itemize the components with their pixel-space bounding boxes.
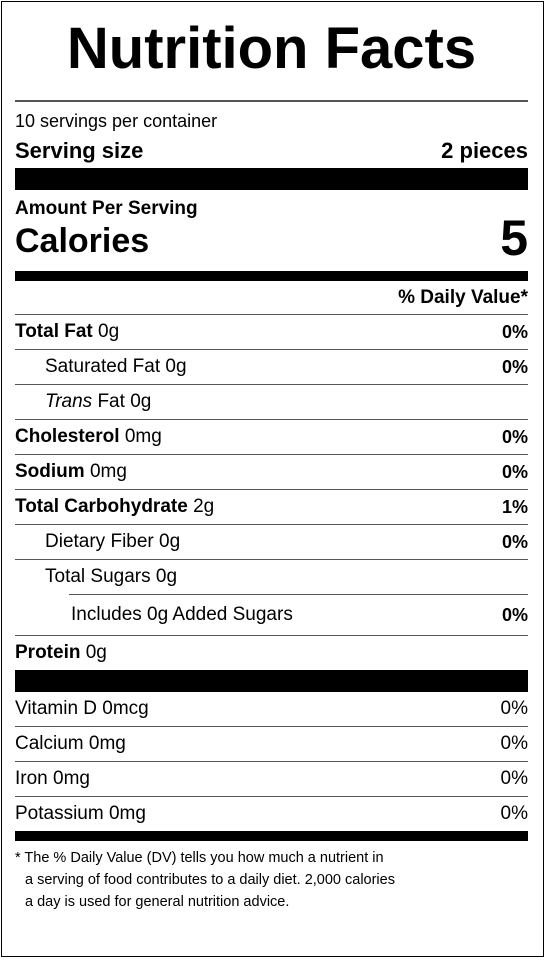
nutrient-dv: 0% — [501, 321, 528, 342]
vitamin-name: Iron 0mg — [15, 768, 90, 789]
nutrient-row-dietary-fiber: Dietary Fiber 0g 0% — [15, 524, 528, 559]
nutrient-row-protein: Protein 0g — [15, 635, 528, 670]
medium-divider — [15, 831, 528, 841]
servings-per-container: 10 servings per container — [15, 111, 218, 131]
nutrient-amount: 0g — [130, 391, 152, 412]
nutrient-name-italic: Trans — [45, 391, 93, 412]
calories-label: Calories — [15, 222, 150, 260]
nutrient-amount: 0g — [165, 356, 187, 377]
medium-divider — [15, 271, 528, 281]
nutrient-name: Sodium — [15, 461, 85, 482]
calories-value: 5 — [500, 210, 528, 266]
serving-size-value: 2 pieces — [441, 137, 528, 163]
vitamin-dv: 0% — [500, 803, 528, 824]
nutrient-row-total-carbohydrate: Total Carbohydrate 2g 1% — [15, 489, 528, 524]
label-title: Nutrition Facts — [66, 16, 477, 81]
amount-per-serving: Amount Per Serving — [15, 198, 198, 219]
nutrient-amount: 0g — [85, 642, 107, 663]
vitamin-name: Calcium 0mg — [15, 733, 126, 754]
thick-divider — [15, 168, 528, 190]
nutrient-dv: 0% — [501, 356, 528, 377]
vitamin-dv: 0% — [500, 698, 528, 719]
calories-row: Calories 5 — [15, 210, 528, 271]
nutrient-dv: 0% — [501, 426, 528, 447]
nutrient-dv: 1% — [501, 496, 528, 517]
nutrient-row-total-sugars: Total Sugars 0g — [15, 559, 528, 594]
daily-value-header: % Daily Value* — [398, 287, 528, 308]
vitamin-dv: 0% — [500, 733, 528, 754]
footnote: * The % Daily Value (DV) tells you how m… — [15, 841, 528, 913]
footnote-line: a day is used for general nutrition advi… — [25, 894, 290, 910]
serving-size-row: Serving size 2 pieces — [15, 133, 528, 168]
nutrient-amount: 0mg — [124, 426, 162, 447]
nutrient-name: Saturated Fat — [45, 356, 161, 377]
nutrient-name: Includes 0g Added Sugars — [71, 604, 293, 625]
footnote-line: * The % Daily Value (DV) tells you how m… — [15, 850, 384, 866]
nutrient-amount: 0mg — [89, 461, 127, 482]
nutrient-dv: 0% — [501, 604, 528, 625]
vitamin-row: Potassium 0mg 0% — [15, 796, 528, 831]
nutrient-name: Total Fat — [15, 321, 93, 342]
nutrient-row-trans-fat: Trans Fat 0g — [15, 384, 528, 419]
vitamin-row: Vitamin D 0mcg 0% — [15, 692, 528, 726]
nutrient-name: Cholesterol — [15, 426, 120, 447]
nutrient-name: Fat — [97, 391, 125, 412]
nutrient-row-cholesterol: Cholesterol 0mg 0% — [15, 419, 528, 454]
nutrient-name: Total Carbohydrate — [15, 496, 188, 517]
vitamin-row: Calcium 0mg 0% — [15, 726, 528, 761]
vitamin-row: Iron 0mg 0% — [15, 761, 528, 796]
nutrient-row-sodium: Sodium 0mg 0% — [15, 454, 528, 489]
thick-divider — [15, 670, 528, 692]
nutrient-dv: 0% — [501, 531, 528, 552]
nutrient-name: Total Sugars — [45, 566, 151, 587]
nutrient-amount: 2g — [193, 496, 215, 517]
nutrient-amount: 0g — [155, 566, 178, 587]
vitamin-dv: 0% — [500, 768, 528, 789]
nutrient-amount: 0g — [98, 321, 120, 342]
nutrient-amount: 0g — [159, 531, 181, 552]
serving-size-label: Serving size — [15, 137, 144, 163]
nutrient-name: Protein — [15, 642, 81, 663]
nutrient-row-added-sugars: Includes 0g Added Sugars 0% — [69, 594, 528, 635]
nutrient-row-saturated-fat: Saturated Fat 0g 0% — [15, 349, 528, 384]
nutrient-dv: 0% — [501, 461, 528, 482]
vitamin-name: Vitamin D 0mcg — [15, 698, 149, 719]
footnote-line: a serving of food contributes to a daily… — [25, 872, 395, 888]
vitamin-name: Potassium 0mg — [15, 803, 146, 824]
nutrient-name: Dietary Fiber — [45, 531, 154, 552]
divider — [15, 100, 528, 102]
nutrient-row-total-fat: Total Fat 0g 0% — [15, 314, 528, 349]
